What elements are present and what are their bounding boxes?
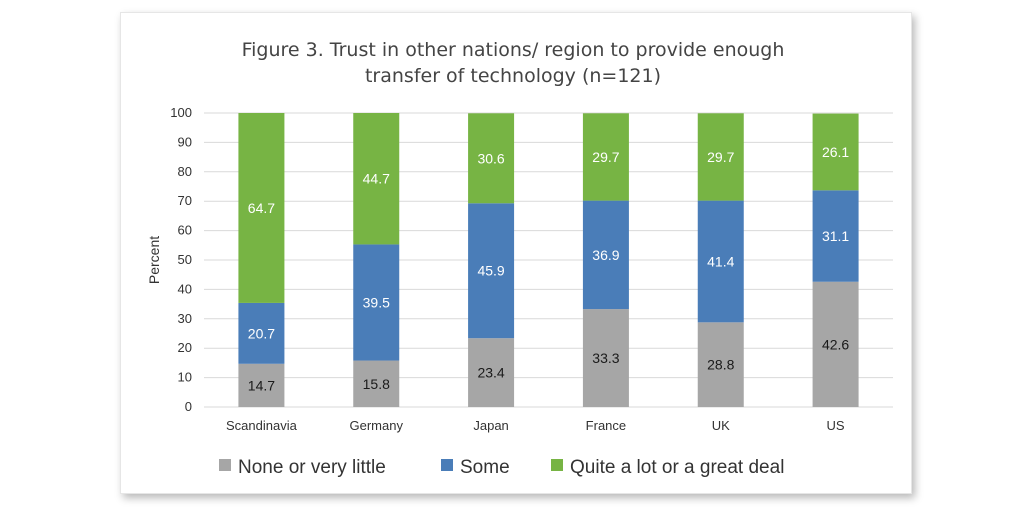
- chart: Figure 3. Trust in other nations/ region…: [146, 39, 893, 478]
- x-axis-labels: Scandinavia Germany Japan France UK US: [226, 418, 845, 433]
- legend-label: Quite a lot or a great deal: [570, 457, 784, 478]
- x-tick-label: France: [586, 418, 626, 433]
- legend-label: None or very little: [238, 457, 386, 478]
- data-label: 31.1: [822, 228, 849, 244]
- chart-title-line-2: transfer of technology (n=121): [365, 65, 661, 87]
- y-tick-label: 70: [178, 193, 192, 208]
- bar-segment: [697, 200, 744, 323]
- chart-frame: Figure 3. Trust in other nations/ region…: [120, 12, 912, 494]
- gridlines: [204, 112, 893, 408]
- y-tick-label: 100: [170, 105, 192, 120]
- data-label: 29.7: [707, 149, 734, 165]
- data-label: 23.4: [477, 365, 504, 381]
- chart-title-line-1: Figure 3. Trust in other nations/ region…: [242, 39, 785, 61]
- chart-title: Figure 3. Trust in other nations/ region…: [242, 39, 785, 87]
- data-label: 42.6: [822, 336, 849, 352]
- data-label: 30.6: [477, 150, 504, 166]
- legend-swatch: [441, 459, 453, 471]
- data-label: 64.7: [248, 200, 275, 216]
- y-tick-label: 10: [178, 370, 192, 385]
- y-axis-ticks: 0 10 20 30 40 50 60 70 80 90 100: [170, 105, 192, 414]
- bar-stack: 14.7 20.7 64.7: [238, 113, 285, 407]
- y-tick-label: 60: [178, 223, 192, 238]
- x-tick-label: US: [827, 418, 845, 433]
- legend-label: Some: [460, 457, 510, 478]
- bar-segment: [353, 244, 400, 361]
- y-tick-label: 0: [185, 399, 192, 414]
- bar-segment: [238, 363, 285, 407]
- bars: 14.7 20.7 64.7 15.8 39.5 44.7 23.4 45.9 30.6 33.3…: [238, 113, 859, 407]
- bar-segment: [353, 360, 400, 407]
- bar-segment: [812, 113, 859, 191]
- y-tick-label: 80: [178, 164, 192, 179]
- x-tick-label: Scandinavia: [226, 418, 298, 433]
- legend-swatch: [551, 459, 563, 471]
- bar-stack: 15.8 39.5 44.7: [353, 113, 400, 407]
- data-label: 20.7: [248, 325, 275, 341]
- y-tick-label: 50: [178, 252, 192, 267]
- bar-segment: [468, 338, 515, 407]
- bar-stack: 23.4 45.9 30.6: [468, 113, 515, 407]
- bar-segment: [812, 281, 859, 407]
- bar-stack: 28.8 41.4 29.7: [697, 113, 744, 407]
- y-tick-label: 40: [178, 281, 192, 296]
- bar-segment: [353, 113, 400, 245]
- x-tick-label: UK: [712, 418, 730, 433]
- bar-segment: [238, 302, 285, 364]
- data-label: 45.9: [477, 263, 504, 279]
- bar-segment: [582, 200, 629, 310]
- bar-segment: [468, 203, 515, 339]
- legend-item: Some: [441, 457, 510, 478]
- data-label: 39.5: [363, 294, 390, 310]
- data-label: 29.7: [592, 149, 619, 165]
- data-label: 15.8: [363, 376, 390, 392]
- data-label: 33.3: [592, 350, 619, 366]
- bar-stack: 42.6 31.1 26.1: [812, 113, 859, 407]
- data-label: 44.7: [363, 171, 390, 187]
- legend-item: None or very little: [219, 457, 386, 478]
- data-label: 14.7: [248, 377, 275, 393]
- data-label: 26.1: [822, 144, 849, 160]
- data-label: 28.8: [707, 357, 734, 373]
- x-tick-label: Germany: [350, 418, 404, 433]
- data-label: 41.4: [707, 253, 734, 269]
- y-tick-label: 20: [178, 340, 192, 355]
- y-tick-label: 30: [178, 311, 192, 326]
- bar-segment: [582, 309, 629, 407]
- bar-stack: 33.3 36.9 29.7: [582, 113, 629, 407]
- legend-item: Quite a lot or a great deal: [551, 457, 784, 478]
- legend-swatch: [219, 459, 231, 471]
- x-tick-label: Japan: [473, 418, 508, 433]
- legend: None or very little Some Quite a lot or a …: [219, 457, 784, 478]
- bar-segment: [697, 113, 744, 201]
- bar-segment: [697, 322, 744, 407]
- bar-segment: [582, 113, 629, 201]
- y-tick-label: 90: [178, 134, 192, 149]
- bar-segment: [812, 190, 859, 282]
- bar-segment: [468, 113, 515, 204]
- data-label: 36.9: [592, 247, 619, 263]
- bar-segment: [238, 113, 285, 303]
- y-axis-label: Percent: [146, 236, 162, 284]
